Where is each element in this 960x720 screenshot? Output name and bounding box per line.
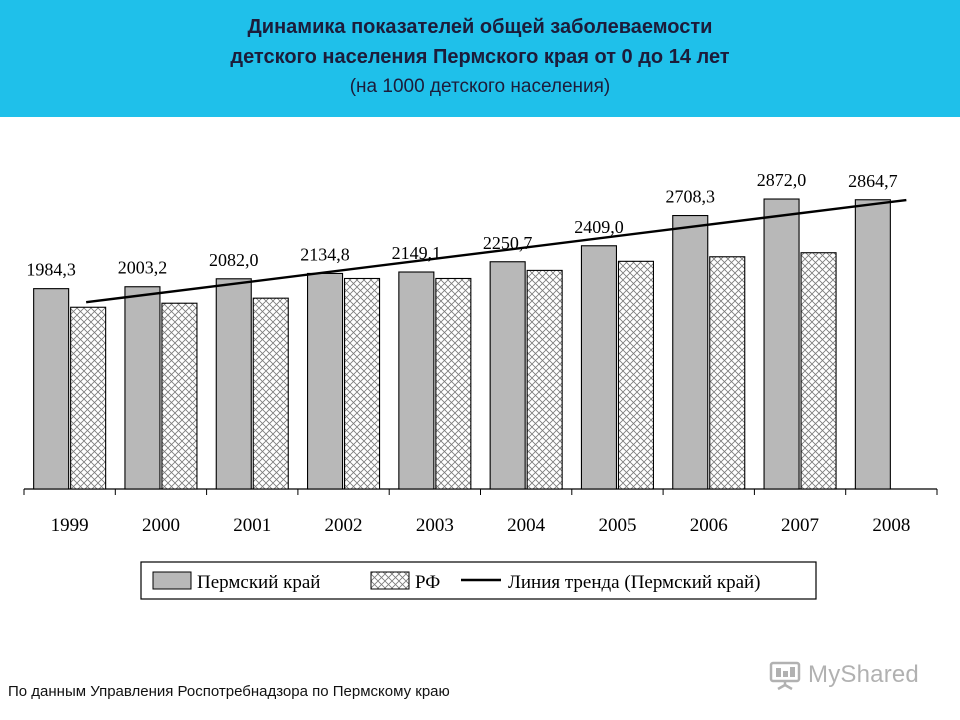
legend-label-perm: Пермский край — [197, 572, 320, 593]
value-label-2000: 2003,2 — [118, 258, 168, 278]
bar-perm-2000 — [124, 286, 161, 490]
bar-rf-2005 — [617, 260, 655, 490]
category-label-2005: 2005 — [598, 515, 636, 536]
chart-title-line-1: Динамика показателей общей заболеваемост… — [247, 16, 713, 38]
bar-rf-2004 — [526, 269, 563, 490]
watermark-text: MyShared — [808, 661, 919, 688]
bar-rf-2002 — [343, 277, 381, 490]
trend-line — [86, 198, 907, 304]
chart-subtitle: (на 1000 детского населения) — [349, 76, 611, 97]
value-label-2007: 2872,0 — [757, 170, 807, 190]
presentation-icon — [769, 661, 801, 691]
source-note: По данным Управления Роспотребнадзора по… — [8, 683, 450, 700]
bar-rf-1999 — [70, 306, 107, 490]
bar-rf-2007 — [800, 252, 837, 490]
bar-perm-2006 — [672, 214, 709, 490]
legend-label-trend: Линия тренда (Пермский край) — [508, 572, 761, 593]
bar-perm-2005 — [580, 245, 618, 490]
watermark-logo: MyShared — [768, 658, 919, 692]
category-label-2003: 2003 — [416, 515, 454, 536]
value-label-2006: 2708,3 — [666, 187, 716, 207]
bar-perm-2004 — [489, 261, 526, 490]
bar-rf-2001 — [252, 297, 289, 490]
bar-perm-1999 — [33, 288, 70, 490]
category-label-2008: 2008 — [872, 515, 910, 536]
category-label-2004: 2004 — [507, 515, 546, 536]
bar-perm-2003 — [398, 271, 435, 490]
category-label-2006: 2006 — [690, 515, 728, 536]
category-label-1999: 1999 — [51, 515, 89, 536]
legend-swatch-perm — [152, 571, 192, 590]
value-label-2005: 2409,0 — [574, 217, 624, 237]
category-label-2007: 2007 — [781, 515, 819, 536]
category-label-2001: 2001 — [233, 515, 271, 536]
bar-perm-2007 — [763, 198, 800, 490]
value-label-2008: 2864,7 — [848, 171, 898, 191]
bar-perm-2008 — [854, 199, 891, 490]
legend-label-rf: РФ — [415, 572, 440, 593]
bar-rf-2000 — [161, 302, 198, 490]
bar-rf-2006 — [709, 256, 746, 490]
legend-swatch-rf — [370, 571, 410, 590]
category-label-2002: 2002 — [325, 515, 363, 536]
chart-title-line-2: детского населения Пермского края от 0 д… — [230, 46, 730, 68]
header-banner: Динамика показателей общей заболеваемост… — [0, 0, 960, 117]
category-label-2000: 2000 — [142, 515, 180, 536]
value-label-1999: 1984,3 — [26, 260, 76, 280]
bar-perm-2001 — [215, 278, 252, 490]
value-label-2001: 2082,0 — [209, 250, 259, 270]
value-label-2002: 2134,8 — [300, 244, 350, 264]
value-label-2003: 2149,1 — [392, 243, 442, 263]
bar-perm-2002 — [306, 272, 344, 490]
bar-rf-2003 — [435, 277, 472, 490]
